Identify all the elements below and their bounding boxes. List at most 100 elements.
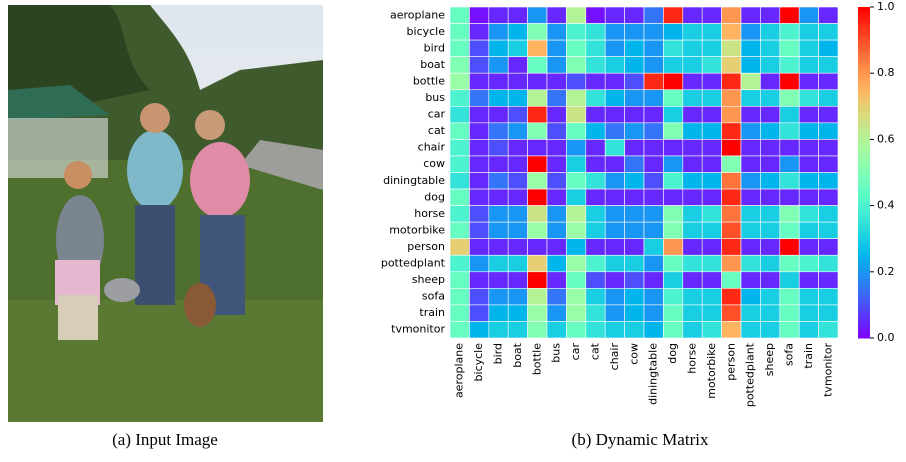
heat-cell: [586, 90, 605, 107]
colorbar-segment: [858, 37, 870, 41]
heat-cell: [605, 123, 624, 140]
heat-cell: [450, 57, 469, 74]
heat-cell: [683, 7, 702, 24]
colorbar-segment: [858, 143, 870, 147]
heat-cell: [508, 272, 527, 289]
heat-cell: [819, 40, 838, 57]
colorbar-segment: [858, 159, 870, 163]
heat-cell: [819, 189, 838, 206]
heat-cell: [605, 7, 624, 24]
heat-cell: [799, 139, 818, 156]
heat-cell: [566, 73, 585, 90]
row-label: diningtable: [383, 174, 445, 187]
heat-cell: [450, 272, 469, 289]
heat-cell: [683, 156, 702, 173]
colorbar-segment: [858, 156, 870, 160]
col-label: tvmonitor: [821, 343, 834, 397]
row-label: boat: [420, 58, 445, 71]
heat-cell: [450, 206, 469, 223]
heat-cell: [663, 156, 682, 173]
heat-cell: [702, 288, 721, 305]
colorbar-segment: [858, 305, 870, 309]
colorbar-tick-label: 0.8: [877, 66, 895, 79]
heat-cell: [780, 40, 799, 57]
heat-cell: [586, 288, 605, 305]
colorbar-segment: [858, 63, 870, 67]
heat-cell: [469, 139, 488, 156]
colorbar-segment: [858, 14, 870, 18]
heat-cell: [722, 90, 741, 107]
colorbar-segment: [858, 136, 870, 140]
heat-cell: [683, 255, 702, 272]
heat-cell: [741, 156, 760, 173]
heat-cell: [489, 321, 508, 338]
heat-cell: [586, 239, 605, 256]
colorbar-segment: [858, 43, 870, 47]
heat-cell: [702, 305, 721, 322]
heat-cell: [547, 123, 566, 140]
heat-cell: [450, 321, 469, 338]
colorbar-segment: [858, 47, 870, 51]
heat-cell: [586, 106, 605, 123]
heat-cell: [547, 7, 566, 24]
row-label: bicycle: [407, 25, 446, 38]
heat-cell: [799, 156, 818, 173]
colorbar-segment: [858, 275, 870, 279]
heat-cell: [780, 222, 799, 239]
colorbar-segment: [858, 33, 870, 37]
heat-cell: [663, 321, 682, 338]
heat-cell: [741, 40, 760, 57]
heat-cell: [644, 106, 663, 123]
heat-cell: [780, 305, 799, 322]
col-label: bicycle: [472, 343, 485, 382]
heat-cell: [780, 57, 799, 74]
heat-cell: [469, 305, 488, 322]
heat-cell: [489, 7, 508, 24]
heat-cell: [663, 73, 682, 90]
colorbar-segment: [858, 103, 870, 107]
heat-cell: [683, 57, 702, 74]
col-label: car: [569, 343, 582, 361]
heat-cell: [780, 90, 799, 107]
heat-cell: [741, 173, 760, 190]
heat-cell: [741, 272, 760, 289]
colorbar-segment: [858, 282, 870, 286]
heat-cell: [586, 73, 605, 90]
heat-cell: [780, 321, 799, 338]
heat-cell: [683, 73, 702, 90]
colorbar-segment: [858, 308, 870, 312]
heat-cell: [760, 57, 779, 74]
colorbar-segment: [858, 126, 870, 130]
colorbar-segment: [858, 146, 870, 150]
heat-cell: [625, 255, 644, 272]
heat-cell: [586, 139, 605, 156]
colorbar-segment: [858, 67, 870, 71]
heat-cell: [741, 123, 760, 140]
heat-cell: [780, 139, 799, 156]
colorbar-segment: [858, 60, 870, 64]
heat-cell: [625, 272, 644, 289]
heat-cell: [605, 106, 624, 123]
heat-cell: [489, 222, 508, 239]
heat-cell: [566, 24, 585, 41]
heat-cell: [799, 24, 818, 41]
heat-cell: [450, 222, 469, 239]
heat-cell: [547, 206, 566, 223]
heat-cell: [547, 106, 566, 123]
colorbar-segment: [858, 40, 870, 44]
heat-cell: [625, 206, 644, 223]
chart-caption: (b) Dynamic Matrix: [572, 430, 709, 449]
heat-cell: [722, 173, 741, 190]
colorbar-segment: [858, 186, 870, 190]
heat-cell: [450, 123, 469, 140]
heat-cell: [625, 123, 644, 140]
heat-cell: [469, 24, 488, 41]
heat-cell: [566, 90, 585, 107]
heat-cell: [450, 288, 469, 305]
heat-cell: [644, 288, 663, 305]
row-label: chair: [418, 141, 446, 154]
heat-cell: [489, 288, 508, 305]
heat-cell: [625, 288, 644, 305]
heat-cell: [489, 272, 508, 289]
heat-cell: [702, 90, 721, 107]
